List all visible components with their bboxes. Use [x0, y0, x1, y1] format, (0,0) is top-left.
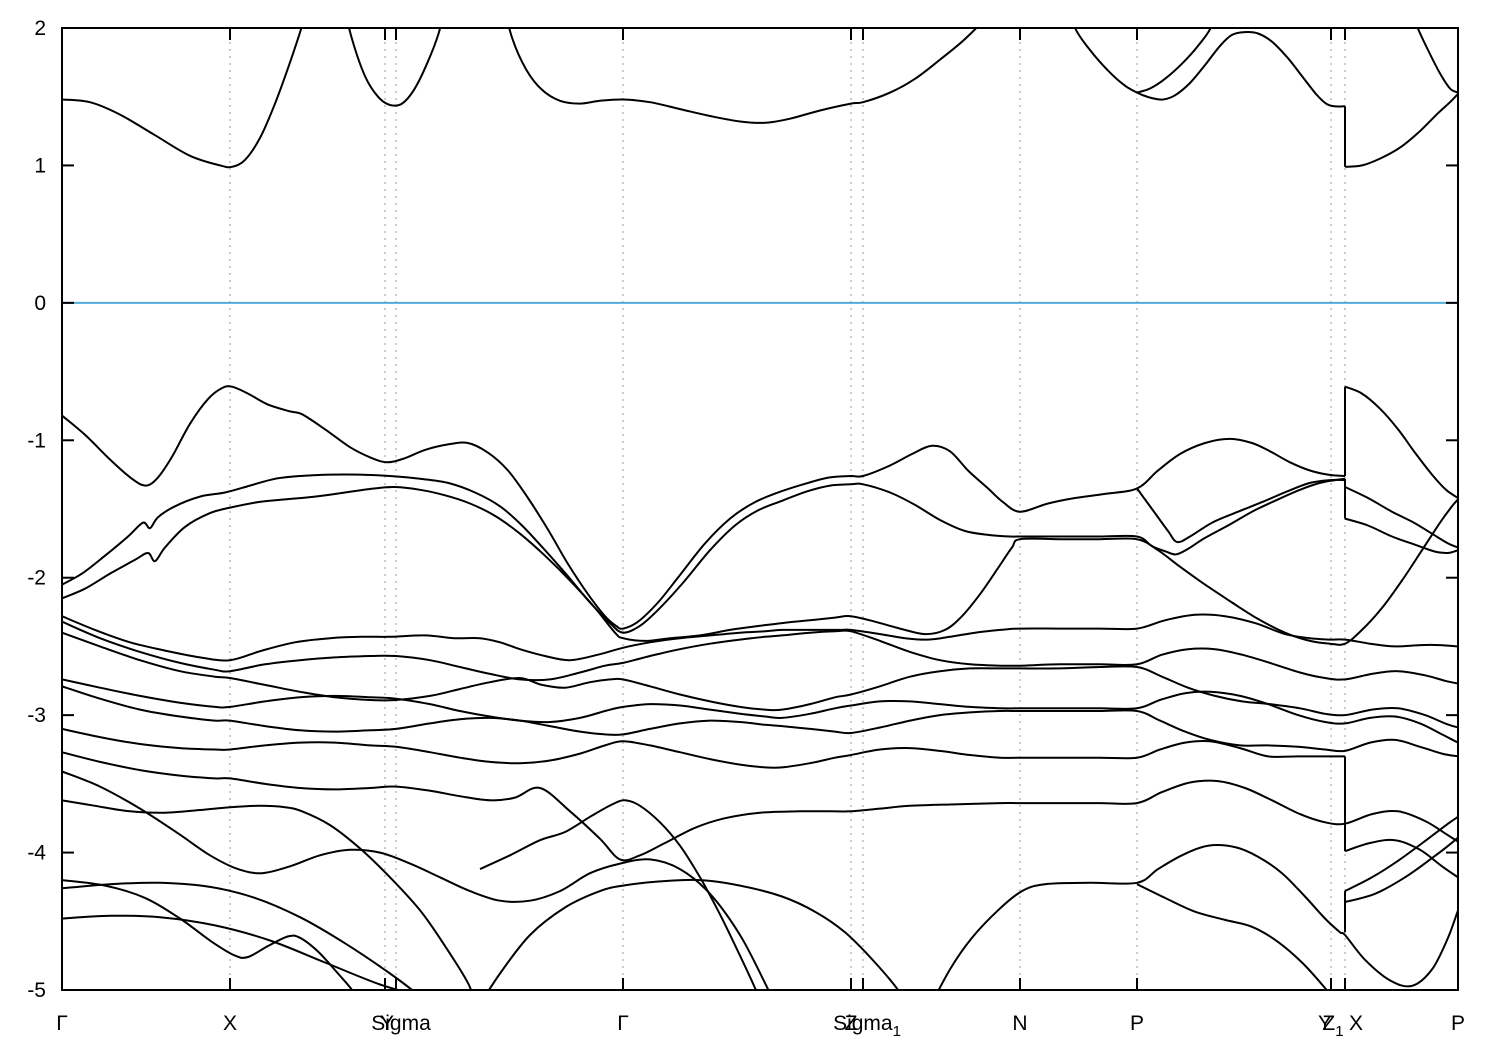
band-line	[62, 881, 414, 990]
band-line	[62, 685, 1458, 758]
band-line	[1344, 517, 1458, 555]
band-line	[1344, 93, 1458, 168]
band-line	[1344, 815, 1458, 892]
band-line	[487, 878, 900, 990]
band-line	[62, 631, 1458, 729]
k-point-label: Z	[845, 1012, 858, 1035]
k-point-label: Γ	[617, 1012, 629, 1035]
band-line	[62, 385, 1346, 630]
band-line	[62, 473, 1346, 634]
y-tick-label: 2	[34, 17, 46, 40]
k-point-label: Γ	[56, 1012, 68, 1035]
k-point-label: X	[1349, 1012, 1363, 1035]
ticks-group	[62, 27, 1458, 991]
k-point-label: Y	[1318, 1012, 1332, 1035]
y-tick-label: -1	[27, 429, 46, 452]
band-line	[62, 914, 402, 990]
band-line	[1136, 478, 1346, 544]
k-point-label: P	[1451, 1012, 1465, 1035]
band-line	[62, 620, 1458, 685]
band-line	[62, 28, 303, 169]
band-line	[937, 844, 1458, 990]
y-tick-label: -5	[27, 979, 46, 1002]
band-line	[62, 485, 1458, 646]
band-line	[508, 28, 978, 124]
k-point-label: N	[1012, 1012, 1027, 1035]
band-line	[1416, 28, 1458, 94]
band-line	[62, 879, 354, 990]
band-line	[1344, 836, 1458, 904]
plot-border	[61, 27, 1459, 991]
band-line	[1136, 28, 1212, 94]
k-point-label: Z1	[1322, 1012, 1343, 1040]
band-line	[62, 751, 1458, 862]
y-tick-label: -3	[27, 704, 46, 727]
band-line	[1344, 838, 1458, 879]
bands-group	[62, 28, 1458, 990]
band-line	[1344, 385, 1458, 499]
band-line	[62, 770, 770, 990]
band-line	[1344, 486, 1458, 549]
k-point-label: X	[223, 1012, 237, 1035]
k-point-label: Sigma1	[833, 1012, 901, 1040]
band-line	[62, 727, 1345, 769]
y-tick-label: -4	[27, 842, 46, 865]
band-line	[1136, 883, 1328, 990]
y-tick-label: 0	[34, 292, 46, 315]
y-tick-label: -2	[27, 567, 46, 590]
k-point-label: Sigma	[371, 1012, 431, 1035]
y-tick-label: 1	[34, 154, 46, 177]
k-point-label: Y	[380, 1012, 394, 1035]
band-line	[1073, 28, 1346, 108]
k-point-label: P	[1130, 1012, 1144, 1035]
band-line	[479, 799, 757, 990]
band-line	[348, 28, 442, 107]
band-line	[62, 678, 1458, 744]
band-line	[62, 613, 1458, 662]
